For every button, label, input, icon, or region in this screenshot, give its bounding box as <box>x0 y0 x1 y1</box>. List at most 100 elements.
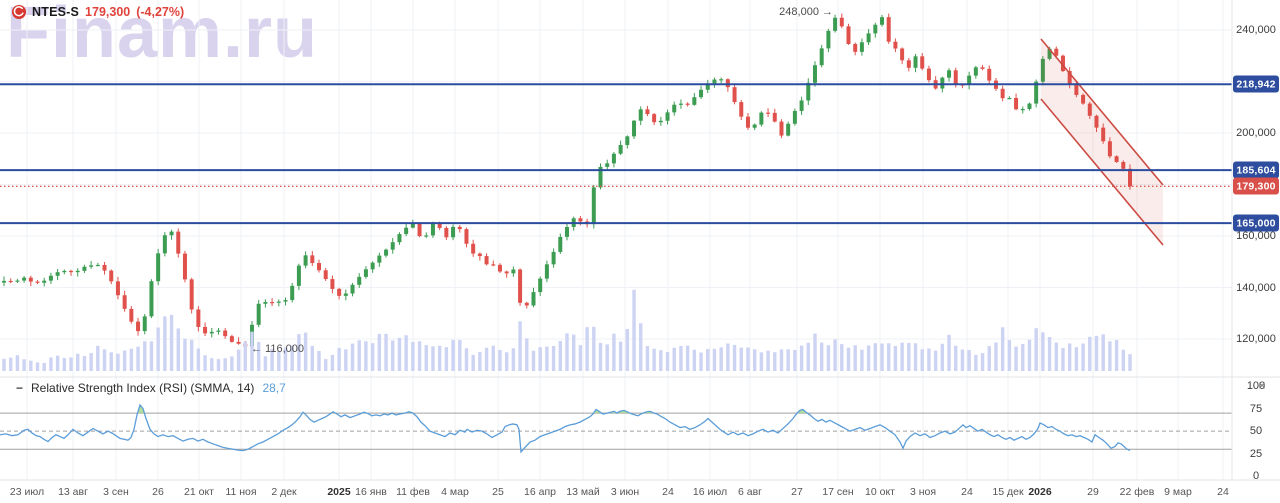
candle-body <box>947 70 952 78</box>
candle-body <box>886 17 891 42</box>
volume-bar <box>612 333 616 371</box>
volume-bar <box>471 354 475 371</box>
netease-logo-icon <box>12 5 26 19</box>
volume-bar <box>203 355 207 371</box>
candle-body <box>2 280 6 283</box>
volume-bar <box>1061 348 1065 371</box>
volume-bar <box>866 345 871 371</box>
candle-body <box>920 56 925 69</box>
candle-body <box>866 33 871 43</box>
candle-body <box>1128 168 1132 187</box>
rsi-collapse-icon[interactable]: − <box>16 381 24 395</box>
volume-bar <box>692 349 697 371</box>
volume-bar <box>759 352 764 371</box>
candle-body <box>1087 103 1092 116</box>
rsi-title: Relative Strength Index (RSI) (SMMA, 14) <box>31 381 255 395</box>
candle-body <box>102 264 107 271</box>
volume-bar <box>404 335 408 371</box>
candle-body <box>1114 156 1119 162</box>
candle-body <box>444 227 449 238</box>
volume-bar <box>424 345 428 371</box>
volume-bar <box>89 353 93 371</box>
candle-body <box>310 255 315 264</box>
trend-channel-upper-line[interactable] <box>1040 38 1164 186</box>
volume-bar <box>370 343 375 371</box>
candle-body <box>806 82 811 101</box>
candle-body <box>283 300 288 302</box>
volume-bar <box>364 341 368 371</box>
candle-body <box>149 281 154 317</box>
volume-bar <box>947 334 951 371</box>
candle-body <box>665 112 670 121</box>
volume-bar <box>766 350 770 371</box>
candle-body <box>471 243 476 254</box>
volume-bar <box>933 350 938 371</box>
volume-bar <box>1074 347 1079 371</box>
volume-bar <box>511 348 516 371</box>
candle-body <box>95 264 100 267</box>
volume-bar <box>116 353 120 371</box>
candle-body <box>209 331 214 334</box>
candle-body <box>176 231 181 254</box>
volume-bar <box>42 362 46 371</box>
candle-body <box>1067 71 1072 84</box>
volume-bar <box>337 347 341 371</box>
candle-body <box>1000 88 1005 99</box>
volume-bar <box>2 358 6 371</box>
volume-bar <box>967 350 971 371</box>
candle-body <box>497 264 502 272</box>
trend-channel-lower-line[interactable] <box>1040 98 1164 246</box>
volume-bar <box>256 341 261 371</box>
candle-body <box>792 110 797 124</box>
candle-body <box>725 79 730 88</box>
rsi-close-icon[interactable]: × <box>1258 377 1267 393</box>
volume-bar <box>1047 336 1052 371</box>
volume-bar <box>625 328 630 371</box>
volume-bar <box>478 351 482 371</box>
volume-bar <box>799 345 804 371</box>
volume-bar <box>384 333 388 371</box>
candle-body <box>900 48 905 61</box>
candle-body <box>404 227 409 235</box>
volume-bar <box>1041 332 1045 371</box>
volume-bar <box>531 350 536 371</box>
trend-channel-fill[interactable] <box>1041 39 1163 245</box>
candle-body <box>1107 141 1112 157</box>
volume-bar <box>592 326 596 371</box>
volume-bar <box>900 342 904 371</box>
volume-bar <box>793 349 797 371</box>
volume-bar <box>129 348 134 371</box>
volume-bar <box>518 321 522 371</box>
candle-body <box>658 120 663 123</box>
volume-bar <box>444 347 449 371</box>
volume-bar <box>391 340 395 371</box>
candle-body <box>625 136 630 145</box>
volume-bar <box>679 345 683 371</box>
volume-bar <box>9 357 13 371</box>
volume-bar <box>726 343 730 371</box>
candle-body <box>605 163 610 167</box>
volume-bar <box>632 289 636 371</box>
volume-bar <box>545 346 549 371</box>
candle-body <box>203 326 208 334</box>
volume-bar <box>525 338 529 371</box>
volume-bar <box>290 345 294 371</box>
candle-body <box>1007 97 1012 100</box>
last-price: 179,300 <box>85 5 131 19</box>
volume-bar <box>76 353 80 371</box>
volume-bar <box>250 331 254 371</box>
candle-body <box>739 102 744 117</box>
rsi-value: 28,7 <box>262 381 286 395</box>
candle-body <box>511 269 516 274</box>
volume-bar <box>954 345 958 371</box>
volume-bar <box>277 351 281 371</box>
candle-body <box>538 278 543 293</box>
volume-bar <box>149 341 154 371</box>
candle-body <box>330 279 335 289</box>
volume-bar <box>806 342 810 371</box>
candle-body <box>1047 48 1052 59</box>
volume-bar <box>350 343 355 371</box>
volume-bar <box>69 357 73 371</box>
price-change: (-4,27%) <box>136 5 185 19</box>
